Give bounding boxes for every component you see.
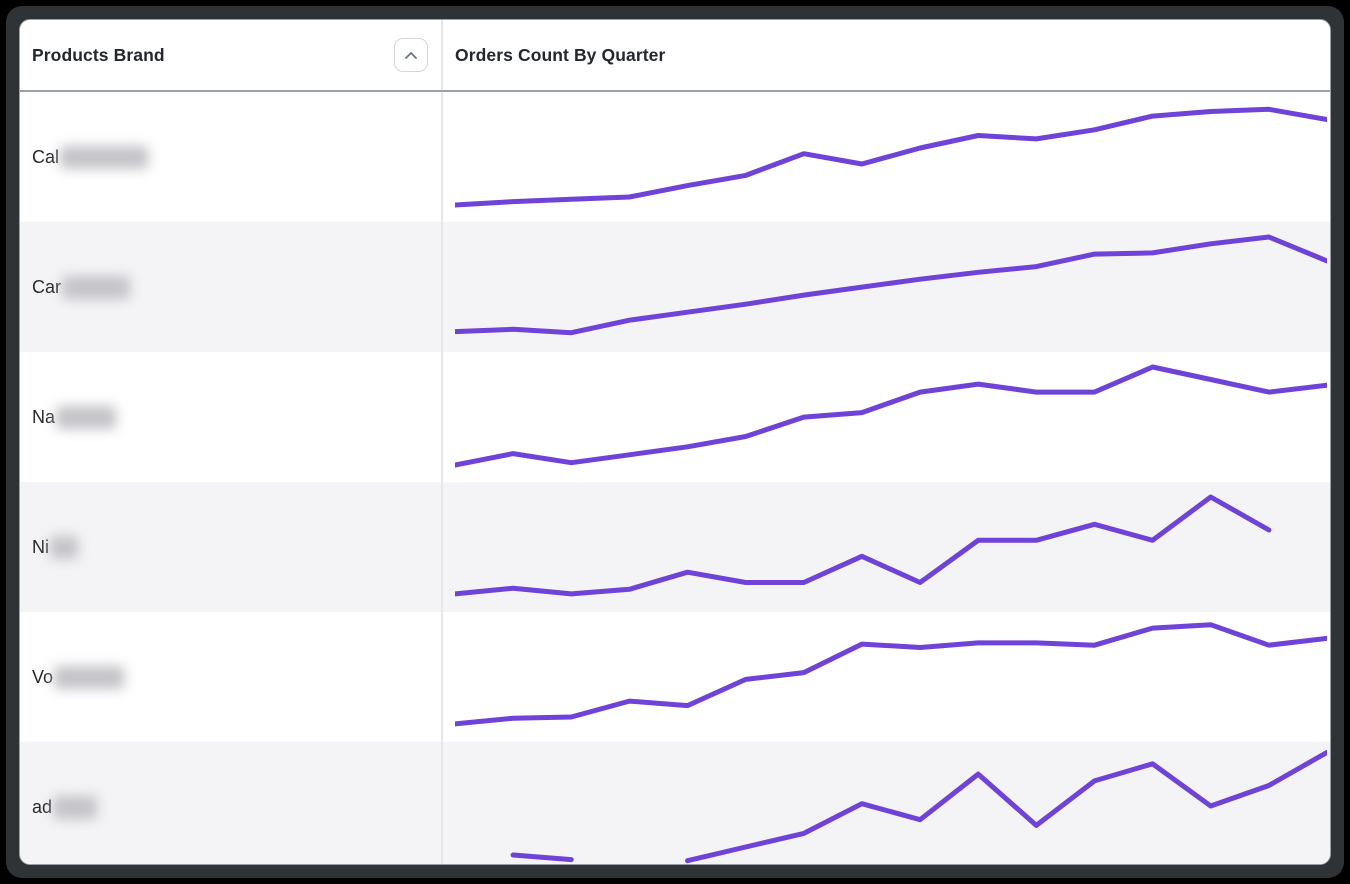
brand-label: Ni bbox=[32, 536, 49, 557]
table-row[interactable]: Vo bbox=[20, 612, 1330, 742]
header-cell-orders-count: Orders Count By Quarter bbox=[443, 20, 1330, 90]
table-row[interactable]: Cal bbox=[20, 92, 1330, 222]
redacted-brand-text bbox=[50, 535, 78, 559]
redacted-brand-text bbox=[53, 795, 98, 819]
brand-cell: ad bbox=[20, 742, 443, 864]
brand-cell: Car bbox=[20, 222, 443, 352]
redacted-brand-text bbox=[54, 665, 125, 689]
sparkline-cell bbox=[443, 612, 1330, 742]
brand-label: Cal bbox=[32, 146, 60, 167]
brand-label: ad bbox=[32, 796, 53, 817]
sparkline-cell bbox=[443, 222, 1330, 352]
redacted-brand-text bbox=[62, 275, 131, 299]
redacted-brand-text bbox=[60, 145, 149, 169]
sparkline-chart bbox=[455, 364, 1327, 468]
header-cell-products-brand: Products Brand bbox=[20, 20, 443, 90]
brand-cell: Vo bbox=[20, 612, 443, 742]
brand-label: Vo bbox=[32, 666, 54, 687]
table-row[interactable]: Na bbox=[20, 352, 1330, 482]
brand-cell: Cal bbox=[20, 92, 443, 222]
sparkline-chart bbox=[455, 494, 1272, 597]
redacted-brand-text bbox=[56, 405, 117, 429]
table-row[interactable]: Car bbox=[20, 222, 1330, 352]
sparkline-cell bbox=[443, 742, 1330, 864]
brand-label: Na bbox=[32, 406, 56, 427]
sparkline-chart bbox=[455, 622, 1327, 727]
sparkline-chart bbox=[455, 234, 1327, 336]
table-row[interactable]: ad bbox=[20, 742, 1330, 864]
column-title-products-brand: Products Brand bbox=[32, 44, 165, 65]
brand-cell: Ni bbox=[20, 482, 443, 612]
chevron-up-icon bbox=[404, 51, 418, 60]
brand-label: Car bbox=[32, 276, 62, 297]
sparkline-cell bbox=[443, 92, 1330, 222]
sparkline-cell bbox=[443, 352, 1330, 482]
column-title-orders-count: Orders Count By Quarter bbox=[455, 44, 666, 65]
window-frame: Products Brand Orders Count By Quarter C… bbox=[6, 6, 1344, 878]
table-header: Products Brand Orders Count By Quarter bbox=[20, 20, 1330, 92]
table-row[interactable]: Ni bbox=[20, 482, 1330, 612]
sort-button[interactable] bbox=[394, 38, 428, 72]
brand-cell: Na bbox=[20, 352, 443, 482]
sparkline-chart bbox=[455, 106, 1327, 208]
table-card: Products Brand Orders Count By Quarter C… bbox=[19, 19, 1331, 865]
table-body: Cal Car Na bbox=[20, 92, 1330, 864]
sparkline-chart bbox=[510, 749, 1327, 864]
sparkline-cell bbox=[443, 482, 1330, 612]
